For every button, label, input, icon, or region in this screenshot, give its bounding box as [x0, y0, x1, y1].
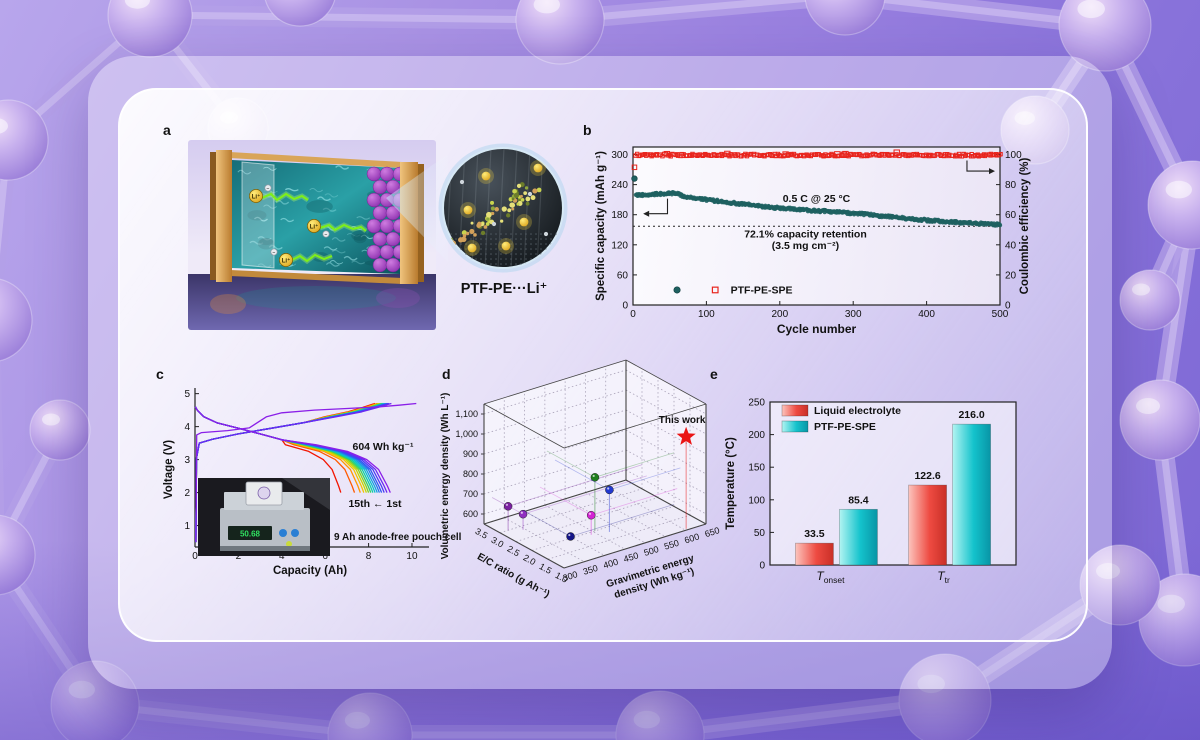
- svg-text:3.5: 3.5: [474, 526, 490, 541]
- svg-text:(3.5 mg cm⁻²): (3.5 mg cm⁻²): [772, 240, 839, 252]
- inset-caption: PTF-PE···Li⁺: [460, 281, 548, 297]
- svg-text:100: 100: [1005, 150, 1022, 161]
- svg-text:85.4: 85.4: [848, 494, 869, 506]
- svg-text:0: 0: [622, 301, 628, 312]
- cycling-performance-chart: 0 100 200 300 400 500060120180240300020406080…: [595, 146, 1031, 336]
- svg-text:PTF-PE-SPE: PTF-PE-SPE: [814, 421, 876, 433]
- svg-text:Li⁺: Li⁺: [282, 257, 291, 264]
- svg-text:500: 500: [643, 544, 660, 558]
- svg-text:PTF-PE-SPE: PTF-PE-SPE: [731, 284, 793, 296]
- svg-text:120: 120: [611, 240, 628, 251]
- svg-text:100: 100: [698, 309, 715, 320]
- svg-text:122.6: 122.6: [914, 470, 940, 482]
- svg-text:200: 200: [748, 430, 765, 441]
- svg-text:0: 0: [192, 551, 198, 562]
- svg-text:2: 2: [236, 551, 242, 562]
- svg-text:Liquid electrolyte: Liquid electrolyte: [814, 405, 901, 417]
- svg-text:600: 600: [683, 531, 700, 545]
- svg-text:2: 2: [184, 488, 190, 499]
- svg-text:Ttr: Ttr: [937, 569, 950, 585]
- svg-text:80: 80: [1005, 180, 1017, 191]
- svg-text:Li⁺: Li⁺: [310, 223, 319, 230]
- svg-text:500: 500: [992, 309, 1009, 320]
- svg-text:4: 4: [279, 551, 285, 562]
- svg-text:1: 1: [184, 521, 190, 532]
- panel-a-label: a: [163, 122, 171, 138]
- svg-text:200: 200: [771, 309, 788, 320]
- battery-illustration: −Li⁺−Li⁺−Li⁺: [188, 140, 568, 330]
- svg-text:0: 0: [630, 309, 636, 320]
- svg-text:Li⁺: Li⁺: [252, 193, 261, 200]
- svg-text:Coulombic efficiency (%): Coulombic efficiency (%): [1019, 157, 1031, 294]
- svg-text:−: −: [325, 232, 328, 238]
- svg-text:−: −: [273, 250, 276, 256]
- panel-c-label: c: [156, 366, 164, 382]
- svg-text:450: 450: [622, 550, 639, 564]
- svg-text:0: 0: [1005, 301, 1011, 312]
- svg-text:300: 300: [845, 309, 862, 320]
- svg-text:800: 800: [463, 469, 478, 479]
- svg-text:60: 60: [1005, 210, 1017, 221]
- svg-text:700: 700: [463, 489, 478, 499]
- svg-text:900: 900: [463, 449, 478, 459]
- svg-text:20: 20: [1005, 270, 1017, 281]
- svg-text:1,100: 1,100: [455, 409, 478, 419]
- svg-text:72.1% capacity retention: 72.1% capacity retention: [744, 228, 867, 240]
- panel-d-label: d: [442, 366, 451, 382]
- svg-text:15th ← 1st: 15th ← 1st: [348, 498, 402, 510]
- svg-text:600: 600: [463, 509, 478, 519]
- svg-text:50: 50: [754, 528, 766, 539]
- svg-text:Voltage (V): Voltage (V): [163, 440, 175, 499]
- svg-text:1,000: 1,000: [455, 429, 478, 439]
- svg-text:3: 3: [184, 455, 190, 466]
- svg-text:300: 300: [561, 569, 578, 583]
- temperature-bar-chart: 0 50 100 150 200 250 33.5 85.4 Tonset 122.6 216.0 T…: [725, 398, 1017, 585]
- svg-text:10: 10: [406, 551, 418, 562]
- svg-text:240: 240: [611, 180, 628, 191]
- svg-text:400: 400: [918, 309, 935, 320]
- svg-text:50.68: 50.68: [240, 530, 261, 539]
- svg-text:180: 180: [611, 210, 628, 221]
- svg-text:Cycle number: Cycle number: [777, 322, 857, 336]
- svg-text:350: 350: [582, 563, 599, 577]
- svg-text:This work: This work: [659, 415, 706, 426]
- svg-text:250: 250: [748, 398, 765, 409]
- svg-text:2.5: 2.5: [506, 544, 522, 559]
- svg-text:E/C ratio (g Ah⁻¹): E/C ratio (g Ah⁻¹): [475, 551, 551, 600]
- svg-text:Temperature (°C): Temperature (°C): [725, 437, 737, 530]
- svg-text:100: 100: [748, 495, 765, 506]
- svg-text:4: 4: [184, 422, 190, 433]
- svg-text:1.5: 1.5: [538, 561, 554, 576]
- svg-text:60: 60: [617, 270, 629, 281]
- svg-text:550: 550: [663, 538, 680, 552]
- svg-text:33.5: 33.5: [804, 528, 825, 540]
- svg-text:2.0: 2.0: [522, 552, 538, 567]
- svg-text:Tonset: Tonset: [816, 569, 845, 585]
- svg-text:604 Wh kg⁻¹: 604 Wh kg⁻¹: [353, 441, 414, 453]
- svg-text:8: 8: [366, 551, 372, 562]
- svg-text:−: −: [267, 186, 270, 192]
- svg-text:Capacity (Ah): Capacity (Ah): [273, 565, 347, 577]
- svg-text:400: 400: [602, 557, 619, 571]
- svg-text:40: 40: [1005, 240, 1017, 251]
- energy-density-3d-chart: 6007008009001,0001,1003.53.02.52.01.51.0…: [440, 359, 721, 601]
- panel-e-label: e: [710, 366, 718, 382]
- svg-text:650: 650: [703, 525, 720, 539]
- svg-text:0: 0: [759, 561, 765, 572]
- panel-b-label: b: [583, 122, 592, 138]
- svg-text:3.0: 3.0: [490, 535, 506, 550]
- svg-text:300: 300: [611, 150, 628, 161]
- svg-text:216.0: 216.0: [958, 409, 984, 421]
- svg-text:5: 5: [184, 389, 190, 400]
- svg-text:9 Ah anode-free pouch cell: 9 Ah anode-free pouch cell: [334, 532, 462, 543]
- svg-text:150: 150: [748, 463, 765, 474]
- svg-text:Specific capacity (mAh g⁻¹): Specific capacity (mAh g⁻¹): [595, 151, 607, 301]
- svg-text:0.5 C @ 25 °C: 0.5 C @ 25 °C: [783, 193, 851, 205]
- svg-text:6: 6: [322, 551, 328, 562]
- svg-text:Volumetric energy density (Wh: Volumetric energy density (Wh L⁻¹): [440, 393, 451, 560]
